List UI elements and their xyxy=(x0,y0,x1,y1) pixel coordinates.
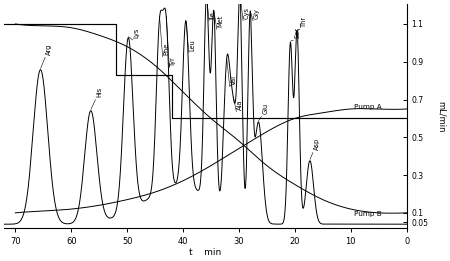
Text: Leu: Leu xyxy=(190,39,196,51)
Text: Gly: Gly xyxy=(254,8,260,19)
Text: Ser: Ser xyxy=(294,27,300,38)
Text: Lys: Lys xyxy=(134,28,140,38)
Y-axis label: mL/min: mL/min xyxy=(437,100,446,132)
X-axis label: t    min: t min xyxy=(189,248,221,257)
Text: Met: Met xyxy=(218,15,224,27)
Text: Ala: Ala xyxy=(237,99,243,110)
Text: Pump B: Pump B xyxy=(354,211,381,217)
Text: Arg: Arg xyxy=(46,44,52,55)
Text: Tyr: Tyr xyxy=(170,56,176,66)
Text: Phe: Phe xyxy=(163,43,170,55)
Text: Asp: Asp xyxy=(314,138,320,150)
Text: Pump A: Pump A xyxy=(354,104,381,110)
Text: Ile: Ile xyxy=(210,11,216,19)
Text: Val: Val xyxy=(230,75,237,85)
Text: Glu: Glu xyxy=(262,103,268,114)
Text: Cys: Cys xyxy=(244,7,250,19)
Text: His: His xyxy=(96,87,103,97)
Text: Thr: Thr xyxy=(301,16,307,27)
